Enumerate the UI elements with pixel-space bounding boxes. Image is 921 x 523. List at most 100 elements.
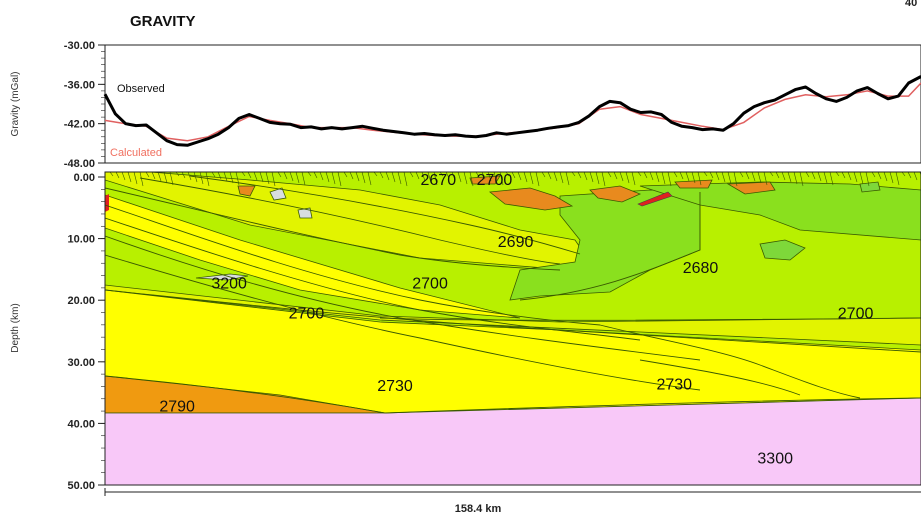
hatch-stroke: [613, 172, 618, 180]
chart-title: GRAVITY: [130, 13, 196, 30]
hatch-stroke: [139, 172, 144, 187]
body-2670-d: [726, 181, 776, 195]
boundary-line: [519, 192, 701, 301]
hatch-stroke: [517, 172, 522, 181]
hatch-stroke: [619, 172, 624, 182]
hatch-stroke: [697, 172, 702, 186]
hatch-stroke: [541, 172, 546, 178]
hatch-stroke: [907, 172, 912, 179]
body-boundaries: [105, 175, 921, 414]
depth-y-tick-label: 20.00: [67, 295, 95, 307]
hatch-stroke: [709, 172, 714, 179]
hatch-stroke: [175, 172, 180, 177]
boundary-line: [105, 187, 561, 271]
hatch-stroke: [301, 172, 306, 186]
density-label-2670: 2670: [421, 172, 457, 189]
model-bodies: [105, 172, 921, 485]
hatch-stroke: [763, 172, 768, 186]
hatch-stroke: [157, 172, 162, 182]
hatch-stroke: [427, 172, 432, 184]
hatch-stroke: [703, 172, 708, 177]
hatch-stroke: [877, 172, 882, 180]
hatch-stroke: [577, 172, 582, 179]
depth-y-axis-label: Depth (km): [10, 303, 21, 352]
hatch-stroke: [769, 172, 774, 177]
gravity-y-tick-label: -42.00: [64, 119, 95, 131]
legend-observed: Observed: [117, 83, 165, 95]
hatch-stroke: [193, 172, 198, 183]
hatch-stroke: [601, 172, 606, 187]
hatch-stroke: [571, 172, 576, 177]
hatch-stroke: [721, 172, 726, 183]
hatch-stroke: [205, 172, 210, 187]
hatch-stroke: [367, 172, 372, 186]
hatch-stroke: [481, 172, 486, 180]
density-label-2700: 2700: [477, 172, 513, 189]
hatch-stroke: [421, 172, 426, 182]
hatch-stroke: [595, 172, 600, 185]
hatch-stroke: [667, 172, 672, 187]
hatch-stroke: [313, 172, 318, 179]
boundary-line: [379, 317, 921, 321]
body-2680: [759, 239, 806, 261]
gravity-y-axis-label: Gravity (mGal): [10, 72, 21, 137]
hatch-stroke: [145, 172, 150, 178]
body-2670-f: [237, 185, 256, 197]
body-3200-small-a: [269, 187, 287, 201]
boundary-line: [105, 204, 601, 326]
surface-hatch: [109, 172, 921, 187]
hatch-stroke: [151, 172, 156, 180]
hatch-stroke: [637, 172, 642, 177]
hatch-stroke: [511, 172, 516, 179]
hatch-stroke: [115, 172, 120, 179]
density-label-2700: 2700: [412, 275, 448, 292]
hatch-stroke: [859, 172, 864, 185]
hatch-stroke: [295, 172, 300, 184]
hatch-stroke: [847, 172, 852, 181]
hatch-stroke: [217, 172, 222, 180]
hatch-stroke: [325, 172, 330, 183]
hatch-stroke: [337, 172, 342, 187]
hatch-stroke: [283, 172, 288, 180]
hatch-stroke: [739, 172, 744, 178]
body-2670-e: [469, 175, 501, 185]
hatch-stroke: [793, 172, 798, 185]
hatch-stroke: [277, 172, 282, 178]
hatch-stroke: [895, 172, 900, 186]
hatch-stroke: [331, 172, 336, 185]
hatch-stroke: [781, 172, 786, 181]
hatch-stroke: [559, 172, 564, 184]
hatch-stroke: [229, 172, 234, 184]
hatch-stroke: [865, 172, 870, 187]
hatch-stroke: [649, 172, 654, 181]
body-2680-east: [859, 181, 881, 193]
hatch-stroke: [373, 172, 378, 177]
density-label-2790: 2790: [159, 399, 195, 416]
gravity-y-tick-label: -30.00: [64, 40, 95, 52]
hatch-stroke: [307, 172, 312, 177]
density-label-3200: 3200: [211, 275, 247, 292]
density-label-2680: 2680: [683, 260, 719, 277]
hatch-stroke: [553, 172, 558, 182]
hatch-stroke: [523, 172, 528, 183]
hatch-stroke: [289, 172, 294, 182]
body-2670-b: [589, 185, 642, 203]
hatch-stroke: [565, 172, 570, 186]
hatch-stroke: [439, 172, 444, 177]
hatch-stroke: [445, 172, 450, 179]
gravity-y-ticks: -30.00 -36.00 -42.00 -48.00: [64, 40, 105, 170]
hatch-stroke: [457, 172, 462, 183]
body-3300: [105, 397, 921, 485]
hatch-stroke: [655, 172, 660, 183]
hatch-stroke: [181, 172, 186, 179]
depth-y-tick-label: 10.00: [67, 234, 95, 246]
hatch-stroke: [853, 172, 858, 183]
hatch-stroke: [661, 172, 666, 185]
hatch-stroke: [163, 172, 168, 184]
hatch-stroke: [169, 172, 174, 186]
density-label-2690: 2690: [498, 234, 534, 251]
hatch-stroke: [589, 172, 594, 183]
hatch-stroke: [211, 172, 216, 178]
hatch-stroke: [883, 172, 888, 182]
